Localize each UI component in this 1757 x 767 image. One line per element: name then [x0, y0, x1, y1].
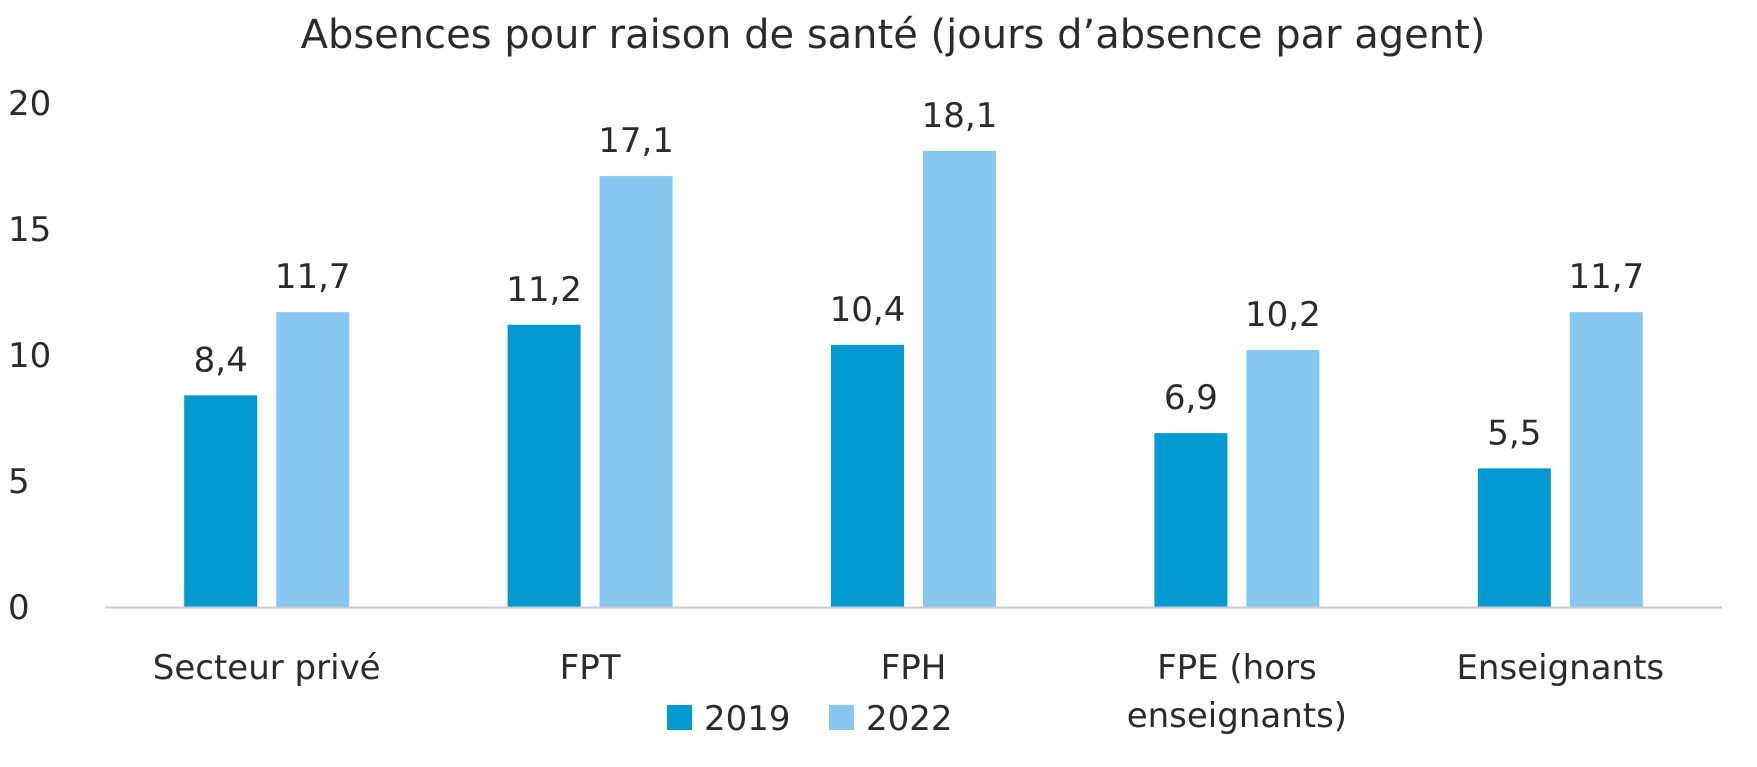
y-tick-label: 20 — [8, 84, 51, 124]
bars — [184, 150, 1643, 607]
data-label: 6,9 — [1164, 378, 1218, 418]
bar-2019 — [831, 344, 904, 607]
x-category-label: Enseignants — [1456, 648, 1664, 688]
x-axis-labels: Secteur privé FPT FPH FPE (hors enseignants)… — [153, 648, 1664, 736]
bar-2022 — [1569, 312, 1643, 607]
bar-2022 — [1246, 349, 1320, 607]
x-category-label: FPE (hors — [1157, 648, 1317, 688]
bar-2019 — [1477, 468, 1551, 607]
legend-swatch-2022 — [829, 705, 854, 730]
x-category-label: FPT — [560, 648, 621, 688]
bar-2019 — [1154, 433, 1228, 607]
data-label: 10,4 — [830, 290, 906, 330]
data-label: 17,1 — [598, 121, 674, 161]
data-label: 10,2 — [1245, 295, 1321, 335]
x-category-label: Secteur privé — [153, 648, 381, 688]
y-tick-label: 10 — [8, 336, 51, 376]
data-label: 5,5 — [1487, 413, 1541, 453]
chart-title: Absences pour raison de santé (jours d’a… — [301, 12, 1486, 58]
x-category-label: enseignants) — [1127, 696, 1347, 736]
data-label: 11,2 — [506, 270, 582, 310]
bar-2019 — [507, 324, 581, 607]
legend-swatch-2019 — [667, 705, 692, 730]
bar-2022 — [923, 150, 996, 607]
data-label: 8,4 — [194, 340, 248, 380]
data-label: 18,1 — [922, 96, 998, 136]
legend-label: 2022 — [866, 699, 953, 739]
data-labels: 8,4 11,7 11,2 17,1 10,4 18,1 6,9 10,2 5,5 11,7 — [194, 96, 1644, 454]
y-tick-label: 15 — [8, 210, 51, 250]
y-tick-label: 5 — [8, 462, 30, 502]
legend: 2019 2022 — [667, 699, 953, 739]
bar-2022 — [599, 176, 673, 607]
x-category-label: FPH — [881, 648, 947, 688]
data-label: 11,7 — [1568, 257, 1644, 297]
legend-label: 2019 — [704, 699, 791, 739]
y-tick-label: 0 — [8, 588, 30, 628]
bar-2019 — [184, 395, 258, 607]
y-axis-ticks: 0 5 10 15 20 — [8, 84, 51, 628]
data-label: 11,7 — [275, 257, 351, 297]
bar-2022 — [276, 312, 350, 607]
